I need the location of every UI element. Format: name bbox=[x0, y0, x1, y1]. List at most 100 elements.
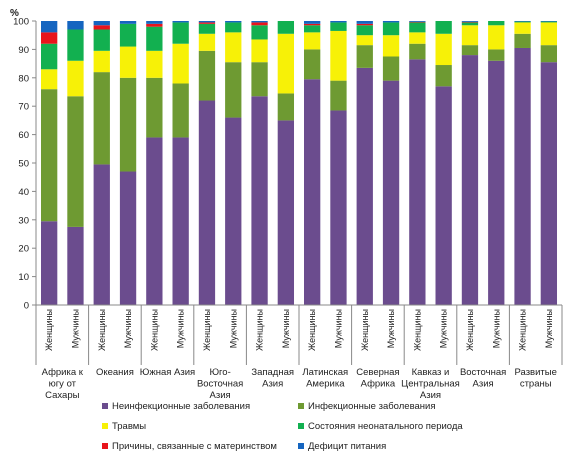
x-tick-label: Женщины bbox=[412, 309, 422, 351]
bar-segment bbox=[382, 35, 400, 57]
y-tick-label: 70 bbox=[18, 102, 29, 113]
bar-segment bbox=[198, 33, 216, 51]
legend-swatch bbox=[102, 443, 108, 449]
x-tick-label: Мужчины bbox=[123, 309, 133, 348]
region-label: Южная Азия bbox=[140, 367, 195, 378]
x-tick-label: Женщины bbox=[202, 309, 212, 351]
x-tick-label: Мужчины bbox=[386, 309, 396, 348]
y-tick-label: 90 bbox=[18, 45, 29, 56]
y-tick-label: 30 bbox=[18, 215, 29, 226]
bar-segment bbox=[41, 221, 58, 305]
bar-segment bbox=[172, 43, 189, 84]
bar-segment bbox=[514, 47, 531, 305]
x-tick-label: Женщины bbox=[149, 309, 159, 351]
x-tick-label: Женщины bbox=[255, 309, 265, 351]
bar-segment bbox=[93, 29, 110, 51]
bar-segment bbox=[356, 21, 373, 24]
bar-segment bbox=[119, 46, 137, 78]
legend-label: Инфекционные заболевания bbox=[308, 401, 436, 412]
bar-segment bbox=[540, 21, 558, 23]
bar-segment bbox=[514, 21, 531, 22]
bar-segment bbox=[409, 59, 426, 306]
bar-segment bbox=[409, 21, 426, 23]
y-axis: 0 10 20 30 40 50 60 70 80 90 100 bbox=[13, 17, 37, 312]
x-tick-label: Мужчины bbox=[439, 309, 449, 348]
bar-segment bbox=[41, 21, 58, 33]
bar-segment bbox=[461, 45, 479, 56]
bar-segment bbox=[251, 22, 268, 26]
y-tick-label: 60 bbox=[18, 130, 29, 141]
bar-segment bbox=[225, 32, 242, 63]
bar-segment bbox=[198, 21, 216, 23]
bar-segment bbox=[435, 21, 452, 34]
x-tick-label: Женщины bbox=[360, 309, 370, 351]
bar-segment bbox=[330, 22, 347, 31]
bar-segment bbox=[304, 21, 321, 24]
bars bbox=[41, 21, 558, 306]
bar-segment bbox=[41, 43, 58, 70]
region-label: Восточная Азия bbox=[460, 367, 506, 390]
bar-segment bbox=[409, 21, 426, 22]
bar-segment bbox=[93, 25, 110, 30]
bar-segment bbox=[225, 22, 242, 33]
bar-segment bbox=[41, 32, 58, 44]
y-unit-label: % bbox=[10, 8, 19, 19]
bar-segment bbox=[251, 96, 268, 305]
bar-segment bbox=[93, 21, 110, 26]
bar-segment bbox=[251, 39, 268, 63]
bar-segment bbox=[382, 22, 400, 36]
y-tick-label: 10 bbox=[18, 272, 29, 283]
bar-segment bbox=[409, 22, 426, 33]
x-tick-label: Мужчины bbox=[544, 309, 554, 348]
legend-label: Дефицит питания bbox=[308, 441, 386, 452]
bar-segment bbox=[356, 25, 373, 36]
bar-segment bbox=[198, 23, 216, 34]
bar-segment bbox=[304, 23, 321, 26]
bar-segment bbox=[172, 22, 189, 44]
bar-segment bbox=[119, 23, 137, 47]
bar-segment bbox=[225, 21, 242, 23]
bar-segment bbox=[225, 117, 242, 305]
bar-segment bbox=[540, 22, 558, 46]
bar-segment bbox=[540, 21, 558, 22]
y-tick-label: 0 bbox=[24, 301, 29, 312]
legend-label: Неинфекционные заболевания bbox=[112, 401, 250, 412]
bar-segment bbox=[461, 21, 479, 23]
bar-segment bbox=[119, 77, 137, 172]
bar-segment bbox=[119, 171, 137, 305]
bar-segment bbox=[93, 164, 110, 305]
bar-segment bbox=[277, 120, 295, 306]
bar-segment bbox=[146, 77, 163, 138]
region-label: Юго-Восточная Азия bbox=[197, 367, 243, 401]
bar-segment bbox=[41, 89, 58, 222]
legend-swatch bbox=[102, 423, 108, 429]
legend-swatch bbox=[298, 423, 304, 429]
bar-segment bbox=[514, 21, 531, 23]
x-tick-label: Мужчины bbox=[228, 309, 238, 348]
bar-segment bbox=[461, 21, 479, 22]
bar-segment bbox=[409, 43, 426, 60]
x-tick-label: Мужчины bbox=[333, 309, 343, 348]
x-tick-label: Женщины bbox=[44, 309, 54, 351]
bar-segment bbox=[461, 25, 479, 46]
x-tick-label: Женщины bbox=[518, 309, 528, 351]
bar-segment bbox=[461, 22, 479, 26]
bar-segment bbox=[172, 137, 189, 305]
bar-segment bbox=[251, 25, 268, 40]
x-tick-label: Мужчины bbox=[281, 309, 291, 348]
bar-segment bbox=[435, 65, 452, 87]
region-label: Кавказ и Центральная Азия bbox=[401, 367, 460, 401]
bar-segment bbox=[330, 80, 347, 111]
x-tick-label: Мужчины bbox=[176, 309, 186, 348]
bar-segment bbox=[330, 30, 347, 81]
bar-segment bbox=[67, 96, 84, 227]
bar-segment bbox=[146, 26, 163, 51]
legend-label: Причины, связанные с материнством bbox=[112, 441, 277, 452]
bar-segment bbox=[540, 45, 558, 63]
y-tick-label: 20 bbox=[18, 244, 29, 255]
bar-segment bbox=[251, 62, 268, 97]
bar-segment bbox=[435, 33, 452, 66]
bar-segment bbox=[119, 21, 137, 24]
bar-segment bbox=[356, 67, 373, 305]
